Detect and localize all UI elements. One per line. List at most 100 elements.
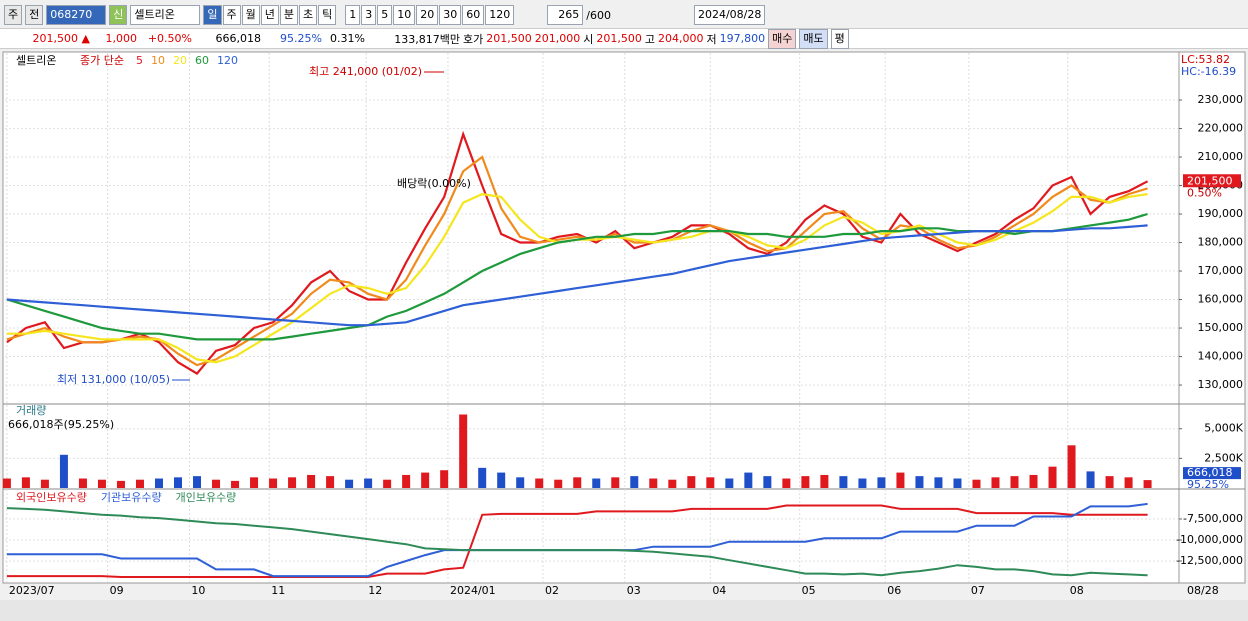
period-button[interactable]: 틱 <box>318 5 337 25</box>
hc-label: HC:-16.39 <box>1181 65 1236 78</box>
volume-bar <box>972 479 981 488</box>
code[interactable]: 068270 <box>46 5 107 25</box>
y-tick-label: 170,000 <box>1198 264 1244 277</box>
volume-bar <box>535 478 544 488</box>
volume: 666,018 <box>215 32 262 45</box>
volume-bar <box>21 477 30 488</box>
price-tag <box>1183 174 1241 188</box>
turnover: 0.31% <box>330 32 365 45</box>
x-tick-label: 04 <box>712 584 726 597</box>
volume-bar <box>97 479 106 488</box>
volume-bar <box>288 477 297 488</box>
period-button[interactable]: 주 <box>222 5 241 25</box>
volume-bar <box>421 472 430 488</box>
bid: 201,000 <box>534 32 581 45</box>
interval-button[interactable]: 10 <box>393 5 416 25</box>
y-tick-label: 230,000 <box>1198 93 1244 106</box>
sell-button[interactable]: 매도 <box>799 28 828 49</box>
volume-bar <box>1029 474 1038 488</box>
volume-bar <box>174 477 183 488</box>
volume-bar <box>820 474 829 488</box>
axis-bg <box>1178 51 1246 584</box>
volume-subtitle: 666,018주(95.25%) <box>8 418 114 431</box>
low-label: 저 <box>706 32 717 46</box>
y-tick-label: 130,000 <box>1198 378 1244 391</box>
volume-bar <box>402 474 411 488</box>
high: 204,000 <box>658 32 704 45</box>
y-tick-label: 160,000 <box>1198 293 1244 306</box>
interval-button[interactable]: 30 <box>439 5 462 25</box>
volume-bar <box>1105 476 1114 488</box>
y-tick-label: 140,000 <box>1198 350 1244 363</box>
x-tick-label: 02 <box>545 584 559 597</box>
legend-entry: 외국인보유수량 <box>16 491 87 504</box>
x-tick-label: 03 <box>627 584 641 597</box>
max-count: /600 <box>586 8 611 22</box>
y-tick-label: -10,000,000 <box>1176 533 1243 546</box>
volume-bar <box>364 478 373 488</box>
volume-bar <box>934 477 943 488</box>
interval-button[interactable]: 1 <box>345 5 361 25</box>
period-button[interactable]: 월 <box>241 5 260 25</box>
scrollbar[interactable] <box>0 600 1248 621</box>
legend-prefix: 종가 단순 <box>80 54 124 67</box>
series-line <box>6 212 1148 341</box>
series-line <box>6 224 1148 327</box>
period-button[interactable]: 분 <box>279 5 298 25</box>
interval-button[interactable]: 3 <box>361 5 377 25</box>
interval-button[interactable]: 120 <box>485 5 515 25</box>
period-button[interactable]: 년 <box>260 5 279 25</box>
volume-bar <box>858 478 867 488</box>
interval-button[interactable]: 5 <box>377 5 393 25</box>
unit[interactable]: 주 <box>4 5 23 25</box>
volume-bar <box>1010 476 1019 488</box>
volume-tag-label: 666,018 <box>1187 466 1233 479</box>
volume-bar <box>953 478 962 488</box>
volume-bar <box>668 479 677 488</box>
buy-button[interactable]: 매수 <box>768 28 797 49</box>
volume-bar <box>497 472 506 488</box>
interval-button[interactable]: 60 <box>462 5 485 25</box>
volume-bar <box>649 478 658 488</box>
price: 201,500 ▲ <box>32 32 90 45</box>
period-button[interactable]: 일 <box>203 5 222 25</box>
price-change-label: 0.50% <box>1187 186 1222 199</box>
volume-bar <box>212 479 221 488</box>
volume-bar <box>915 476 924 488</box>
y-tick-label: 150,000 <box>1198 321 1244 334</box>
volume-bar <box>78 478 87 488</box>
volume-bar <box>154 478 163 488</box>
volume-bar <box>383 479 392 488</box>
stock-name[interactable]: 셀트리온 <box>130 5 201 25</box>
volume-bar <box>725 478 734 488</box>
series-line <box>6 504 1148 578</box>
volume-bar <box>459 414 468 488</box>
avg-button[interactable]: 평 <box>830 28 849 49</box>
period-button[interactable]: 초 <box>299 5 318 25</box>
series-line <box>6 155 1148 367</box>
prev[interactable]: 전 <box>25 5 44 25</box>
open: 201,500 <box>596 32 642 45</box>
change-pct: +0.50% <box>147 32 192 45</box>
legend-entry: 10 <box>151 54 165 67</box>
volume-bar <box>116 480 125 488</box>
volume-bar <box>839 476 848 488</box>
series-line <box>6 507 1148 577</box>
series-line <box>6 130 1149 376</box>
volume-tag <box>1183 467 1241 480</box>
bid-label: 호가 <box>463 32 484 46</box>
volume-bar <box>1048 466 1057 488</box>
x-tick-label: 09 <box>110 584 124 597</box>
interval-button[interactable]: 20 <box>416 5 439 25</box>
volume-bar <box>782 478 791 488</box>
volume-bar <box>763 476 772 488</box>
date[interactable]: 2024/08/28 <box>693 5 766 25</box>
count[interactable]: 265 <box>547 5 584 25</box>
high-label: 고 <box>644 32 655 46</box>
low: 197,800 <box>719 32 766 45</box>
annotation-low: 최저 131,000 (10/05) <box>57 373 170 386</box>
x-tick-label: 06 <box>887 584 901 597</box>
volume-bar <box>59 454 68 488</box>
